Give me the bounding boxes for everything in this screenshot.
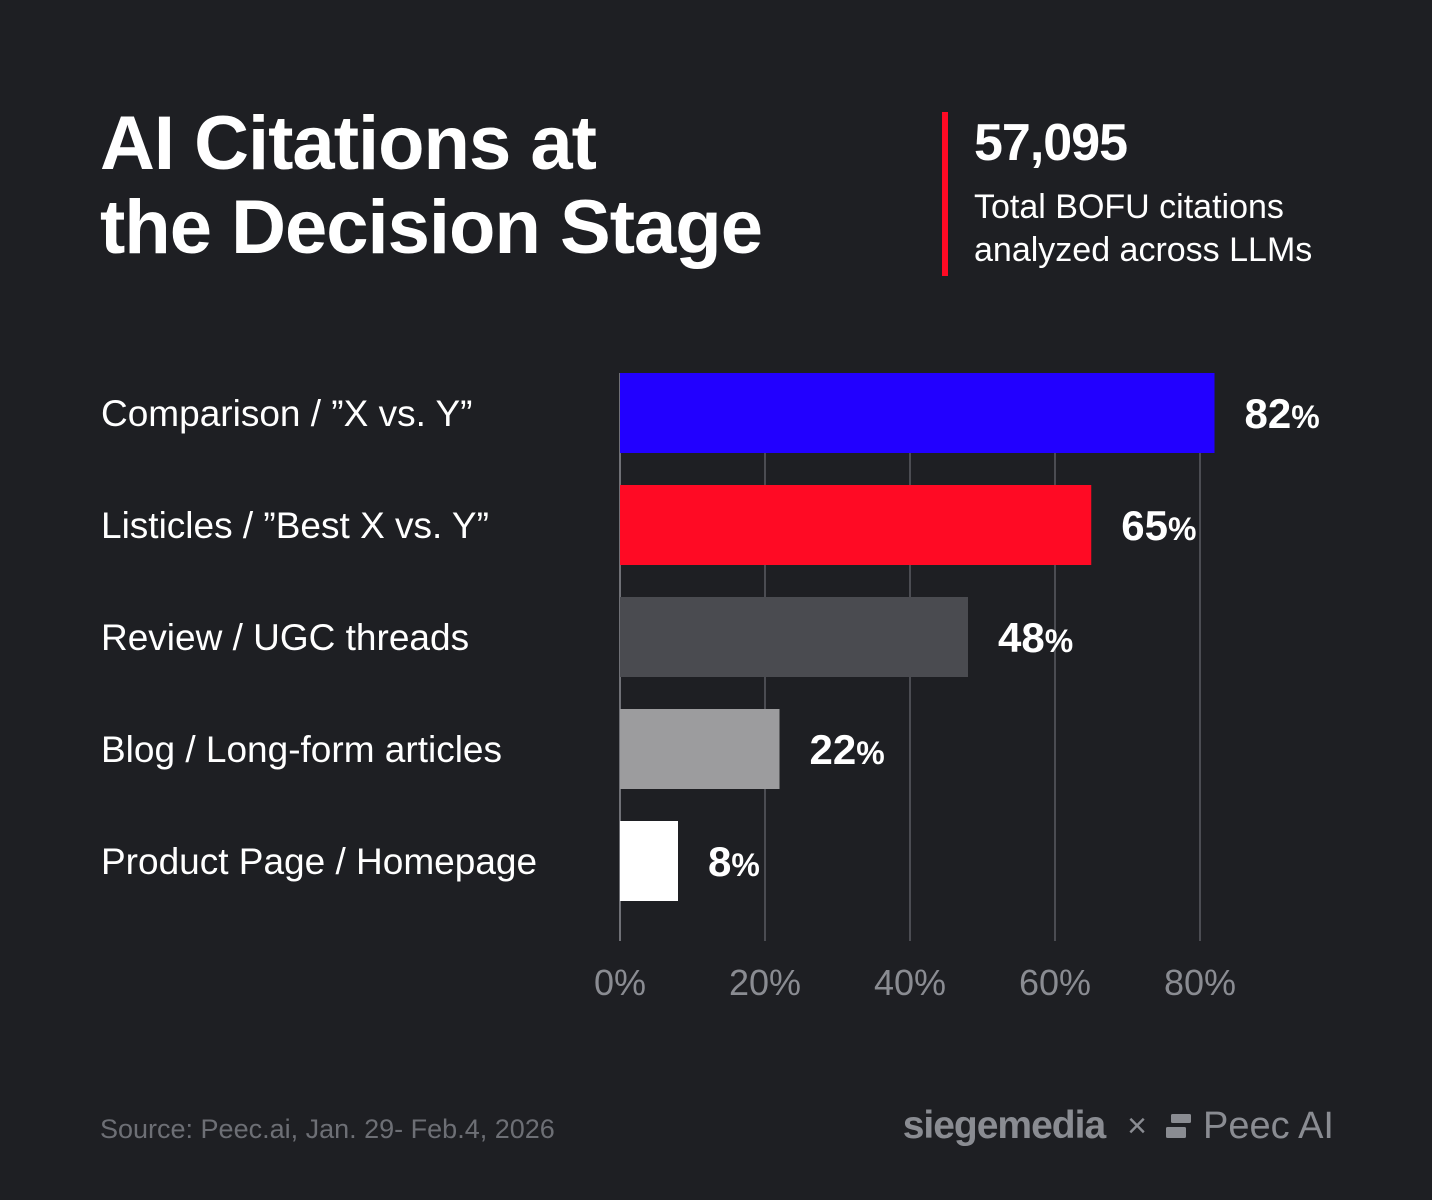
category-label: Comparison / ”X vs. Y”	[101, 393, 472, 434]
category-label: Product Page / Homepage	[101, 841, 537, 882]
stat-description-line-1: Total BOFU citations	[974, 188, 1284, 226]
peec-logo-icon	[1166, 1114, 1192, 1138]
value-label: 48%	[998, 614, 1073, 661]
stat-description: Total BOFU citations analyzed across LLM…	[974, 186, 1374, 272]
category-label: Review / UGC threads	[101, 617, 469, 658]
x-tick-label: 40%	[874, 962, 946, 1003]
value-label: 65%	[1121, 502, 1196, 549]
category-label: Blog / Long-form articles	[101, 729, 502, 770]
x-tick-label: 20%	[729, 962, 801, 1003]
value-label: 22%	[810, 726, 885, 773]
x-tick-label: 0%	[594, 962, 646, 1003]
bar-1	[620, 485, 1092, 565]
source-note: Source: Peec.ai, Jan. 29- Feb.4, 2026	[100, 1114, 555, 1144]
x-tick-label: 80%	[1164, 962, 1236, 1003]
stat-description-line-2: analyzed across LLMs	[974, 231, 1313, 269]
bar-2	[620, 597, 968, 677]
value-label: 82%	[1245, 390, 1320, 437]
times-separator: ×	[1127, 1106, 1148, 1145]
peec-ai-logo: Peec AI	[1165, 1105, 1334, 1148]
peec-ai-logo-text: Peec AI	[1203, 1104, 1334, 1147]
chart-title-line-2: the Decision Stage	[100, 185, 763, 270]
x-tick-label: 60%	[1019, 962, 1091, 1003]
siegemedia-logo: siegemedia	[902, 1104, 1106, 1147]
stat-accent-rule	[942, 112, 948, 276]
footer-logos: siegemedia × Peec AI	[903, 1104, 1334, 1148]
bar-4	[620, 821, 678, 901]
bar-0	[620, 373, 1215, 453]
bar-chart: 0% 20% 40% 60% 80% Comparison / ”X vs. Y” 82% L…	[101, 373, 1320, 1003]
chart-title: AI Citations at the Decision Stage	[100, 102, 900, 270]
chart-title-line-1: AI Citations at	[100, 101, 597, 186]
value-label: 8%	[708, 838, 760, 885]
category-label: Listicles / ”Best X vs. Y”	[101, 505, 489, 546]
bar-3	[620, 709, 780, 789]
stat-value: 57,095	[974, 114, 1128, 172]
